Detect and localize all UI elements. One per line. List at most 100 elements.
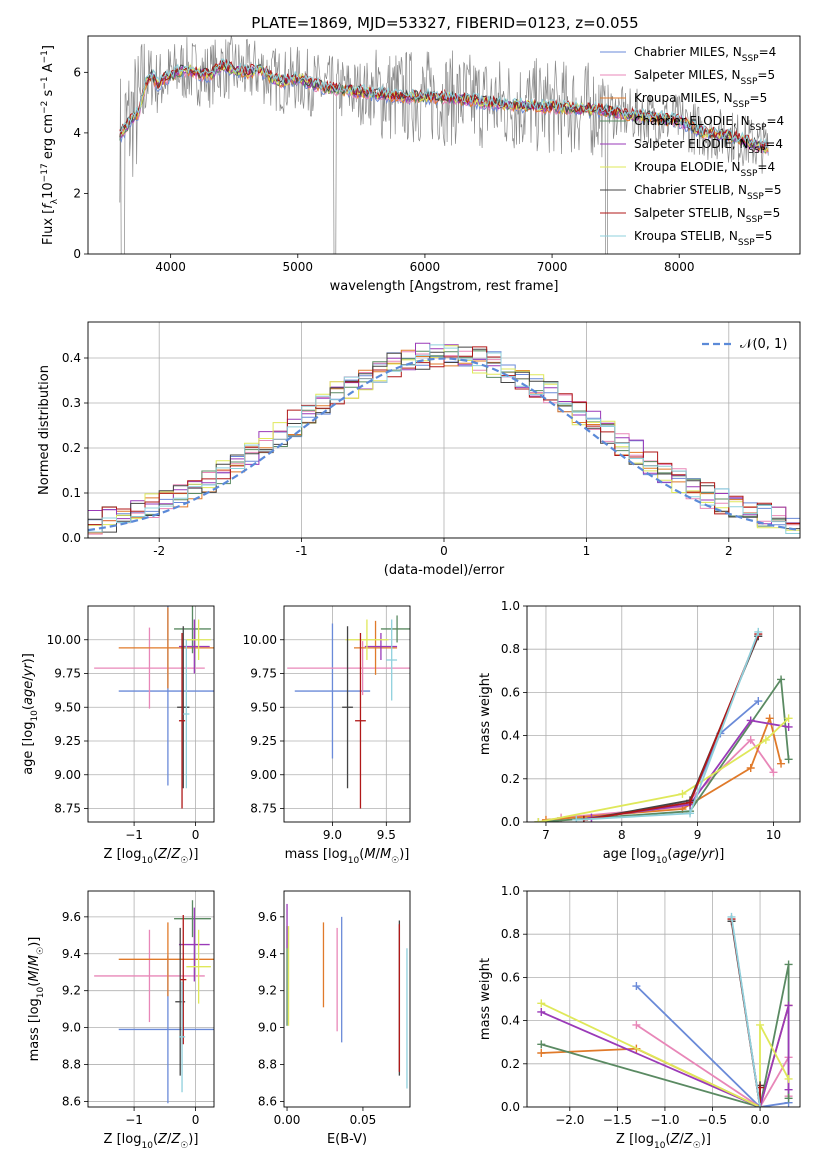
x-axis-label: Z [log10(Z/Z☉)] (104, 1132, 199, 1151)
weight-marker (754, 627, 763, 636)
weight-line-8 (583, 633, 760, 821)
y-tick-label: 8.8 (258, 1058, 277, 1072)
y-tick-label: 0.4 (62, 351, 81, 365)
legend-label-8: Salpeter STELIB, NSSP=5 (634, 206, 780, 225)
weight-marker (761, 735, 770, 744)
y-tick-label: 0.4 (501, 1014, 520, 1028)
x-tick-label: 0.05 (350, 1113, 377, 1127)
y-tick-label: 0.0 (62, 531, 81, 545)
weight-marker (537, 1049, 546, 1057)
legend-label-2: Salpeter MILES, NSSP=5 (634, 68, 775, 87)
panel-residual-histogram: -2 -1 0 1 2 0.0 0.1 0.2 0.3 0.4 (data-model)/error… (37, 321, 801, 578)
y-tick-label: 9.50 (54, 700, 81, 714)
plot-area-spectrum (119, 36, 769, 254)
y-axis-label: Normed distribution (37, 365, 52, 495)
legend-label-9: Kroupa STELIB, NSSP=5 (634, 229, 772, 248)
y-tick-label: 9.2 (62, 984, 81, 998)
y-tick-label: 9.0 (62, 1021, 81, 1035)
x-tick-label: -1 (296, 544, 308, 558)
panel-age-vs-Z: −1 0 8.75 9.00 9.25 9.50 9.75 10.00 Z [log10(Z/Z… (21, 605, 215, 866)
x-tick-label: 9.5 (377, 828, 396, 842)
x-tick-label: 10 (766, 828, 781, 842)
y-tick-label: 9.00 (54, 768, 81, 782)
x-tick-label: −1.5 (603, 1113, 632, 1127)
y-axis-label: age [log10(age/yr)] (21, 653, 40, 775)
y-tick-label: 9.75 (54, 667, 81, 681)
y-tick-label: 1.0 (501, 599, 520, 613)
y-tick-label: 0.6 (501, 685, 520, 699)
weight-marker (537, 1040, 546, 1049)
weight-line-6 (538, 717, 790, 822)
weight-marker (777, 759, 786, 768)
y-tick-label: 8.75 (250, 802, 277, 816)
legend-label-5: Salpeter ELODIE, NSSP=4 (634, 137, 783, 156)
y-tick-label: 9.50 (250, 700, 277, 714)
x-axis-label: mass [log10(M/M☉)] (285, 847, 410, 866)
residual-hist-8 (88, 346, 800, 526)
y-tick-label: 9.0 (258, 1021, 277, 1035)
ticks-mass-weight-vs-Z: −2.0 −1.5 −1.0 −0.5 0.0 0.0 0.2 0.4 0.6 0.8 1.0 (501, 884, 770, 1127)
y-tick-label: 0.2 (62, 441, 81, 455)
axes-frame (526, 605, 801, 823)
x-tick-label: 0 (192, 1113, 200, 1127)
weight-marker (784, 755, 793, 764)
legend-label-3: Kroupa MILES, NSSP=5 (634, 91, 767, 110)
weight-marker (686, 798, 695, 807)
spectrum-legend: Chabrier MILES, NSSP=4 Salpeter MILES, NS… (600, 45, 784, 248)
y-tick-label: 0.0 (501, 1100, 520, 1114)
weight-marker (632, 982, 641, 991)
x-tick-label: 0.00 (274, 1113, 301, 1127)
ticks-mass-vs-EBV: 0.00 0.05 8.6 8.8 9.0 9.2 9.4 9.6 (258, 910, 376, 1127)
weight-marker (537, 999, 546, 1008)
y-tick-label: 9.2 (258, 984, 277, 998)
y-tick-label: 9.25 (250, 734, 277, 748)
weight-marker (534, 818, 543, 822)
weight-line-9 (730, 916, 761, 1107)
y-tick-label: 10.00 (47, 633, 81, 647)
x-tick-label: 5000 (283, 260, 314, 274)
y-tick-label: 0.6 (501, 970, 520, 984)
x-axis-label: Z [log10(Z/Z☉)] (616, 1132, 711, 1151)
x-tick-label: −1 (125, 828, 143, 842)
y-tick-label: 0.8 (501, 642, 520, 656)
ticks-mass-weight-vs-age: 7 8 9 10 0.0 0.2 0.4 0.6 0.8 1.0 (501, 599, 781, 842)
y-tick-label: 8.8 (62, 1058, 81, 1072)
legend-label-normal: 𝒩(0, 1) (740, 337, 787, 352)
axes-frame (283, 890, 411, 1108)
weight-marker (686, 809, 695, 818)
x-tick-label: 8000 (664, 260, 695, 274)
weight-marker (756, 1103, 765, 1107)
x-axis-label: Z [log10(Z/Z☉)] (104, 847, 199, 866)
x-axis-label: age [log10(age/yr)] (603, 847, 725, 866)
x-tick-label: 0.0 (751, 1113, 770, 1127)
weight-marker (784, 1001, 793, 1010)
x-axis-label: (data-model)/error (384, 563, 505, 578)
panel-mass-vs-EBV: 0.00 0.05 8.6 8.8 9.0 9.2 9.4 9.6 E(B-V) (258, 890, 411, 1147)
x-tick-label: 9.0 (323, 828, 342, 842)
y-tick-label: 0.3 (62, 396, 81, 410)
observed-spectrum (119, 36, 769, 254)
weight-marker (777, 675, 786, 684)
ticks-mass-vs-Z: −1 0 8.6 8.8 9.0 9.2 9.4 9.6 (62, 910, 199, 1127)
figure-title: PLATE=1869, MJD=53327, FIBERID=0123, z=0… (251, 14, 638, 32)
plot-area-mass-vs-EBV (286, 903, 408, 1089)
weight-marker (746, 764, 755, 772)
axes-frame (87, 890, 215, 1108)
ticks-age-vs-mass: 9.0 9.5 8.75 9.00 9.25 9.50 9.75 10.00 (243, 633, 396, 842)
weight-marker (784, 1074, 793, 1083)
axes-frame (526, 890, 801, 1108)
axes-frame (87, 35, 801, 255)
plot-area-mass-weight-vs-Z (527, 891, 800, 1107)
weight-line-1 (635, 985, 789, 1107)
weight-marker (632, 1020, 641, 1029)
panel-mass-vs-Z: −1 0 8.6 8.8 9.0 9.2 9.4 9.6 Z [log10(Z/Z☉)] mass… (27, 890, 215, 1151)
legend-label-1: Chabrier MILES, NSSP=4 (634, 45, 776, 64)
y-axis-label: mass weight (478, 673, 493, 755)
x-tick-label: 9 (694, 828, 702, 842)
weight-marker (784, 960, 793, 969)
legend-label-4: Chabrier ELODIE, NSSP=4 (634, 114, 784, 133)
weight-line-7 (583, 635, 760, 821)
x-tick-label: 6000 (410, 260, 441, 274)
panel-spectrum: 4000 5000 6000 7000 8000 0 2 4 6 wavelength [Angs… (40, 35, 801, 294)
model-spectrum-9 (119, 58, 769, 149)
